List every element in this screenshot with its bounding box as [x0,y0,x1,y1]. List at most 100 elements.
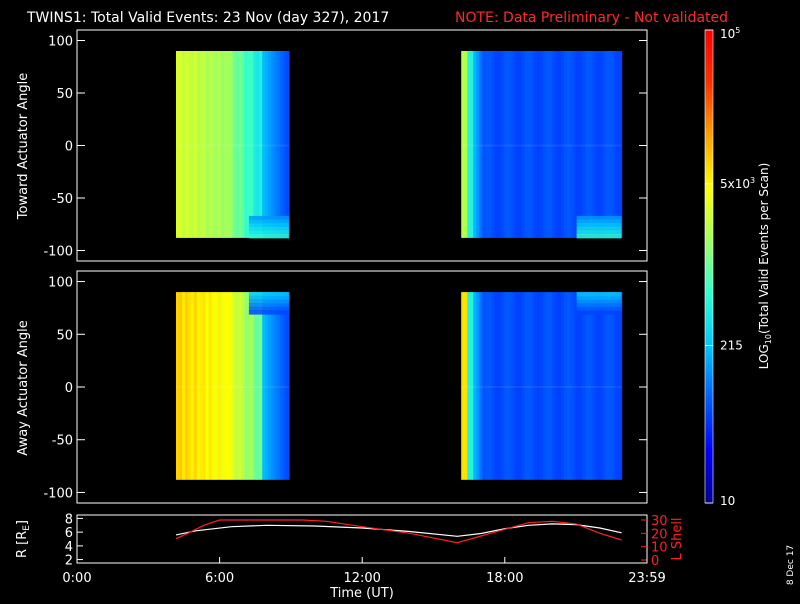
time-tick-label: 23:59 [628,571,665,586]
heatmap-cell [217,292,222,480]
heatmap-cell [576,215,622,221]
lshell-series-line [175,519,622,544]
y-tick-label: 50 [56,328,73,343]
heatmap-cell [576,234,622,239]
heatmap-cell [536,51,541,238]
heatmap-cell [232,51,237,238]
heatmap-cell [235,292,239,480]
heatmap-cell [256,51,260,238]
heatmap-cell [202,292,207,480]
colorbar-label: LOG10(Total Valid Events per Scan) [757,163,773,370]
heatmap-cell [280,292,284,480]
orbit-lines [175,519,622,544]
heatmap-cell [248,226,289,232]
heatmap-cell [271,51,275,238]
heatmap-cell [179,292,183,480]
heatmap-cell [179,51,183,238]
time-tick-label: 12:00 [343,571,380,586]
heatmap-cell [244,51,248,238]
heatmap-cell [248,299,289,304]
heatmap-cell [470,292,474,480]
heatmap-cell [503,292,508,480]
preliminary-note: NOTE: Data Preliminary - Not validated [455,10,728,26]
heatmap-cell [247,51,251,238]
heatmap-cell [561,51,565,238]
heatmap-cell [491,51,496,238]
lshell-tick-label: 30 [651,514,668,529]
heatmap-cell [253,292,257,480]
heatmap-cell [564,51,568,238]
away-y-axis: 100 50 0 -50 -100 [43,276,647,501]
heatmap-cell [576,295,622,300]
heatmap-cell [552,51,556,238]
heatmap-cell [546,292,550,480]
heatmap-cell [555,51,559,238]
heatmap-cell [285,292,290,480]
heatmap-cell [248,223,289,228]
y-tick-label: 100 [48,276,73,291]
heatmap-cell [248,295,289,300]
heatmap-cell [567,51,571,238]
heatmap-cell [582,51,586,238]
time-axis-label: Time (UT) [329,586,394,600]
heatmap-cell [280,51,284,238]
heatmap-cell [248,303,289,308]
lshell-tick-label: 20 [651,527,668,542]
heatmap-cell [274,292,278,480]
heatmap-cell [521,51,526,238]
toward-ylabel: Toward Actuator Angle [16,73,31,220]
heatmap-cell [467,292,471,480]
heatmap-cell [576,306,622,311]
heatmap-cell [576,310,622,315]
heatmap-cell [567,292,571,480]
heatmap-cell [488,51,493,238]
away-heatmap-panel: 100 50 0 -50 -100 Away Actuator Angle [16,270,648,504]
y-tick-label: 50 [56,87,73,102]
heatmap-cell [235,51,239,238]
heatmap-cell [470,51,474,238]
heatmap-cell [579,51,583,238]
heatmap-cell [199,51,204,238]
heatmap-cell [600,51,605,238]
heatmap-cell [524,292,529,480]
heatmap-cell [618,292,623,480]
heatmap-cell [612,51,617,238]
heatmap-cell [576,292,580,480]
heatmap-cell [479,292,483,480]
heatmap-cell [248,215,289,221]
heatmap-cell [193,51,198,238]
heatmap-cell [485,51,489,238]
colorbar: 10 215 5x103 105 LOG10(Total Valid Events p… [704,26,773,508]
heatmap-cell [205,51,210,238]
heatmap-cell [232,292,237,480]
heatmap-cell [482,292,486,480]
heatmap-cell [533,292,538,480]
heatmap-cell [509,292,514,480]
heatmap-cell [259,292,263,480]
heatmap-cell [594,51,598,238]
heatmap-cell [214,292,219,480]
heatmap-cell [533,51,538,238]
heatmap-cell [205,292,210,480]
heatmap-cell [193,292,198,480]
heatmap-cell [555,292,559,480]
heatmap-cell [539,292,544,480]
heatmap-cell [208,51,213,238]
heatmap-cell [238,51,242,238]
colorbar-tick-label: 5x103 [720,176,755,191]
heatmap-cell [606,292,611,480]
heatmap-cell [549,51,553,238]
heatmap-cell [521,292,526,480]
heatmap-cell [615,292,620,480]
y-tick-label: -50 [52,192,73,207]
heatmap-cell [220,292,225,480]
heatmap-cell [515,51,520,238]
heatmap-cell [211,51,216,238]
y-tick-label: -50 [52,434,73,449]
heatmap-cell [229,51,234,238]
heatmap-cell [244,292,248,480]
heatmap-cell [262,51,266,238]
heatmap-cell [591,51,595,238]
